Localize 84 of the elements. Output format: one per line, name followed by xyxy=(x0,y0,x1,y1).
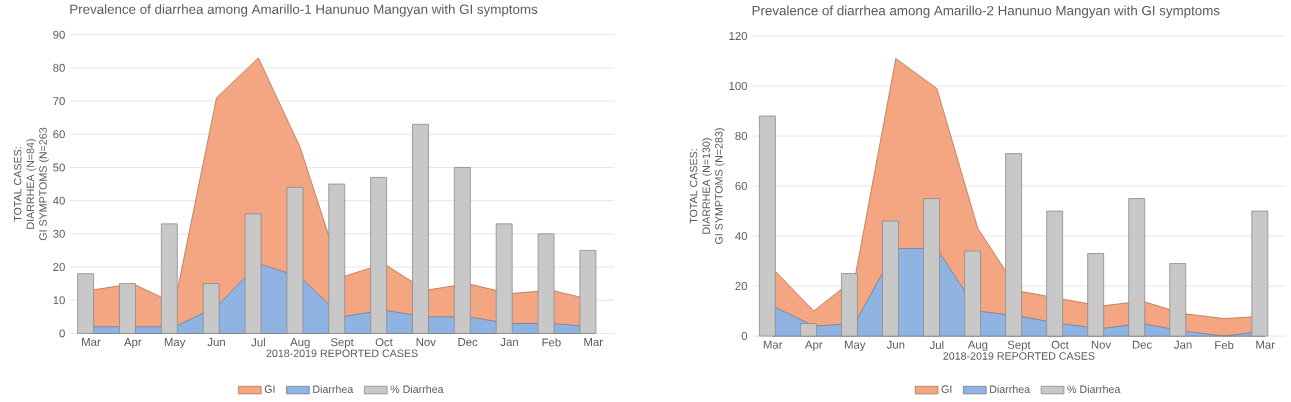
text: TOTAL CASES: xyxy=(13,147,22,222)
y-tick-label: 0 xyxy=(59,329,65,338)
legend-label: Diarrhea xyxy=(990,385,1031,394)
x-tick-label: Nov xyxy=(1091,340,1112,349)
y-tick-label: 10 xyxy=(53,296,65,305)
x-tick-label: May xyxy=(845,340,866,351)
bar xyxy=(286,186,304,334)
x-tick-label: Dec xyxy=(458,338,478,346)
text: GI SYMPTOMS (N=263 xyxy=(38,127,49,241)
bar xyxy=(244,213,262,334)
text: GI SYMPTOMS (N=283) xyxy=(714,128,725,244)
bar xyxy=(1005,153,1023,337)
legend-label: GI xyxy=(264,385,275,393)
x-tick-label: Jul xyxy=(251,338,265,347)
y-tick-label: 120 xyxy=(729,31,748,40)
x-tick-label: Oct xyxy=(1051,340,1069,349)
y-tick-label: 100 xyxy=(729,81,748,90)
y-tick-label: 50 xyxy=(53,163,65,172)
legend-label: % Diarrhea xyxy=(390,385,444,393)
x-tick-label: Nov xyxy=(416,338,436,346)
x-tick-label: Jun xyxy=(207,338,225,346)
x-tick-label: Apr xyxy=(804,340,823,351)
text: TOTAL CASES: xyxy=(689,149,698,224)
bar xyxy=(923,198,940,337)
y-tick-label: 60 xyxy=(53,130,65,139)
bar xyxy=(841,273,858,337)
y-tick-label: 40 xyxy=(735,232,748,241)
y-tick-label: 60 xyxy=(735,181,748,190)
x-tick-label: Mar xyxy=(763,340,783,349)
x-axis-title: 2018-2019 REPORTED CASES xyxy=(943,352,1095,360)
bar xyxy=(412,123,429,334)
bar xyxy=(202,283,220,334)
bar xyxy=(495,223,513,334)
x-tick-label: Apr xyxy=(124,338,142,349)
bar xyxy=(537,233,555,334)
x-tick-label: Jan xyxy=(1174,340,1192,349)
bar xyxy=(1251,210,1269,337)
x-tick-label: Feb xyxy=(542,338,561,347)
y-tick-label: 20 xyxy=(735,282,748,291)
legend-label: % Diarrhea xyxy=(1067,385,1121,394)
x-tick-label: Mar xyxy=(1256,340,1275,349)
bar xyxy=(328,183,346,334)
x-tick-label: Aug xyxy=(290,338,310,349)
bar xyxy=(453,167,471,334)
x-tick-label: May xyxy=(164,338,186,349)
y-tick-label: 0 xyxy=(741,332,748,341)
y-tick-label: 70 xyxy=(53,97,65,106)
bar xyxy=(370,176,388,334)
bar xyxy=(160,223,178,334)
bar xyxy=(1128,198,1146,337)
x-tick-label: Dec xyxy=(1132,340,1152,349)
x-axis-title: 2018-2019 REPORTED CASES xyxy=(266,349,418,358)
bar xyxy=(1046,210,1064,337)
legend-label: GI xyxy=(941,385,952,393)
x-tick-label: Mar xyxy=(584,338,603,346)
chart-title: Prevalence of diarrhea among Amarillo-1 Hanunuo Mangyan with GI symptoms xyxy=(70,4,538,17)
bar xyxy=(800,323,817,337)
x-tick-label: Mar xyxy=(82,338,101,346)
y-tick-label: 20 xyxy=(53,262,65,271)
text: DIARRHEA (N=84) xyxy=(26,139,37,229)
x-tick-label: Feb xyxy=(1215,340,1234,350)
bar xyxy=(758,115,776,337)
legend-label: Diarrhea xyxy=(313,385,354,393)
bar xyxy=(1087,253,1105,337)
bar xyxy=(579,249,597,334)
x-tick-label: Jan xyxy=(500,338,518,346)
bar xyxy=(964,250,981,337)
text: DIARRHEA (N=130) xyxy=(702,138,713,234)
x-tick-label: Sept xyxy=(330,338,354,349)
y-tick-label: 40 xyxy=(52,196,65,205)
bar xyxy=(77,273,95,334)
x-tick-label: Oct xyxy=(375,338,393,347)
bar xyxy=(119,283,136,334)
bar xyxy=(1169,263,1187,337)
y-tick-label: 90 xyxy=(53,30,65,39)
bar xyxy=(882,220,899,337)
x-tick-label: Sept xyxy=(1007,340,1031,351)
chart-title: Prevalence of diarrhea among Amarillo-2 Hanunuo Mangyan with GI symptoms xyxy=(752,5,1220,18)
y-tick-label: 80 xyxy=(53,63,65,72)
y-tick-label: 30 xyxy=(53,229,65,238)
x-tick-label: Jul xyxy=(929,340,944,350)
x-tick-label: Jun xyxy=(886,340,905,349)
y-tick-label: 80 xyxy=(735,131,748,140)
x-tick-label: Aug xyxy=(967,340,988,351)
